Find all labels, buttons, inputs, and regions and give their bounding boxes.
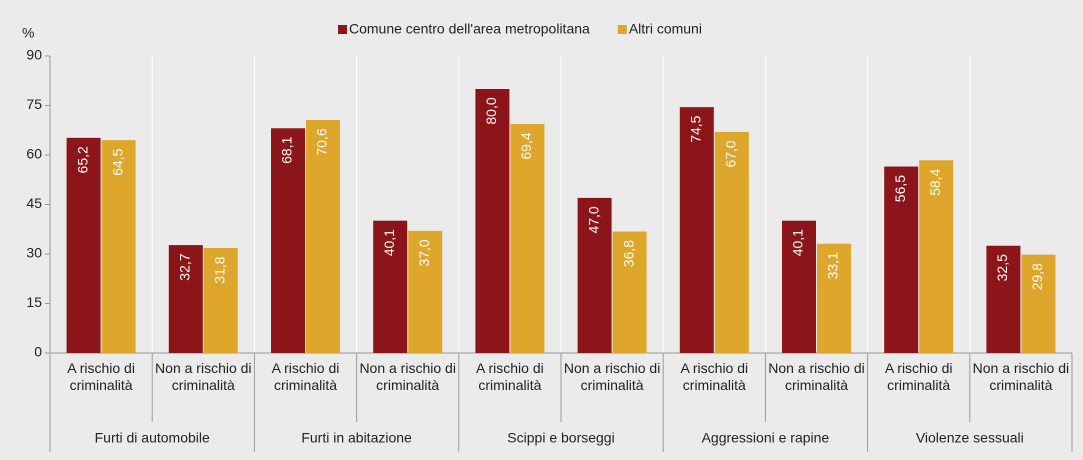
bar (306, 120, 340, 354)
x-tick-label: A rischio di criminalità (680, 360, 749, 393)
value-label: 58,4 (927, 168, 943, 195)
bar (168, 245, 203, 353)
x-tick-label: Non a rischio di criminalità (768, 360, 865, 393)
x-tick-label: Non a rischio di criminalità (155, 360, 252, 393)
bar (612, 231, 647, 353)
legend-label: Comune centro dell'area metropolitana (349, 21, 590, 37)
y-tick-label: 15 (26, 294, 42, 310)
value-label: 47,0 (585, 206, 601, 233)
value-label: 33,1 (825, 252, 841, 279)
bar (679, 107, 714, 354)
value-label: 67,0 (723, 140, 739, 167)
bar (408, 230, 443, 353)
value-label: 31,8 (212, 256, 228, 283)
x-tick-label: A rischio di criminalità (67, 360, 135, 393)
x-tick-label: Non a rischio di criminalità (563, 360, 661, 393)
value-label: 40,1 (381, 229, 397, 256)
value-label: 80,0 (483, 97, 499, 124)
y-tick-label: 30 (26, 245, 42, 261)
bar (101, 140, 136, 353)
group-label: Scippi e borseggi (507, 430, 614, 446)
group-label: Violenze sessuali (916, 430, 1024, 446)
bar (919, 160, 954, 353)
value-label: 37,0 (416, 239, 432, 266)
y-axis-label: % (22, 25, 34, 41)
value-label: 74,5 (688, 115, 704, 142)
value-label: 65,2 (74, 146, 90, 173)
value-label: 32,5 (994, 254, 1010, 281)
x-tick-label: A rischio di criminalità (476, 360, 544, 393)
legend-swatch (617, 25, 627, 34)
value-label: 68,1 (279, 136, 295, 163)
bar (510, 123, 545, 353)
group-label: Furti in abitazione (301, 430, 412, 446)
legend-swatch (338, 25, 347, 34)
legend-label: Altri comuni (629, 21, 702, 37)
bar (475, 89, 510, 353)
bar (817, 243, 851, 353)
bar (1021, 254, 1056, 353)
bar (577, 197, 612, 353)
value-label: 36,8 (620, 240, 636, 267)
group-label: Furti di automobile (95, 430, 210, 446)
bar (203, 248, 238, 353)
value-label: 70,6 (314, 128, 330, 155)
x-tick-label: A rischio di criminalità (271, 360, 340, 393)
y-tick-label: 0 (34, 344, 42, 360)
group-label: Aggressioni e rapine (702, 430, 830, 446)
value-label: 32,7 (177, 253, 193, 280)
x-tick-label: Non a rischio di criminalità (359, 360, 456, 393)
y-tick-label: 60 (26, 146, 42, 162)
value-label: 56,5 (892, 175, 908, 202)
y-tick-label: 45 (26, 195, 42, 211)
value-label: 64,5 (109, 148, 125, 175)
value-label: 29,8 (1029, 263, 1045, 290)
value-label: 40,1 (790, 229, 806, 256)
bar (714, 131, 749, 353)
bar (884, 166, 919, 353)
bar (66, 137, 101, 353)
bar (373, 220, 408, 353)
value-label: 69,4 (518, 132, 534, 159)
y-tick-label: 75 (26, 96, 42, 112)
bar (986, 245, 1021, 353)
x-tick-label: Non a rischio di criminalità (972, 360, 1070, 393)
bar (782, 220, 816, 353)
y-tick-label: 90 (26, 47, 42, 63)
bar (271, 128, 305, 353)
x-tick-label: A rischio di criminalità (884, 360, 953, 393)
